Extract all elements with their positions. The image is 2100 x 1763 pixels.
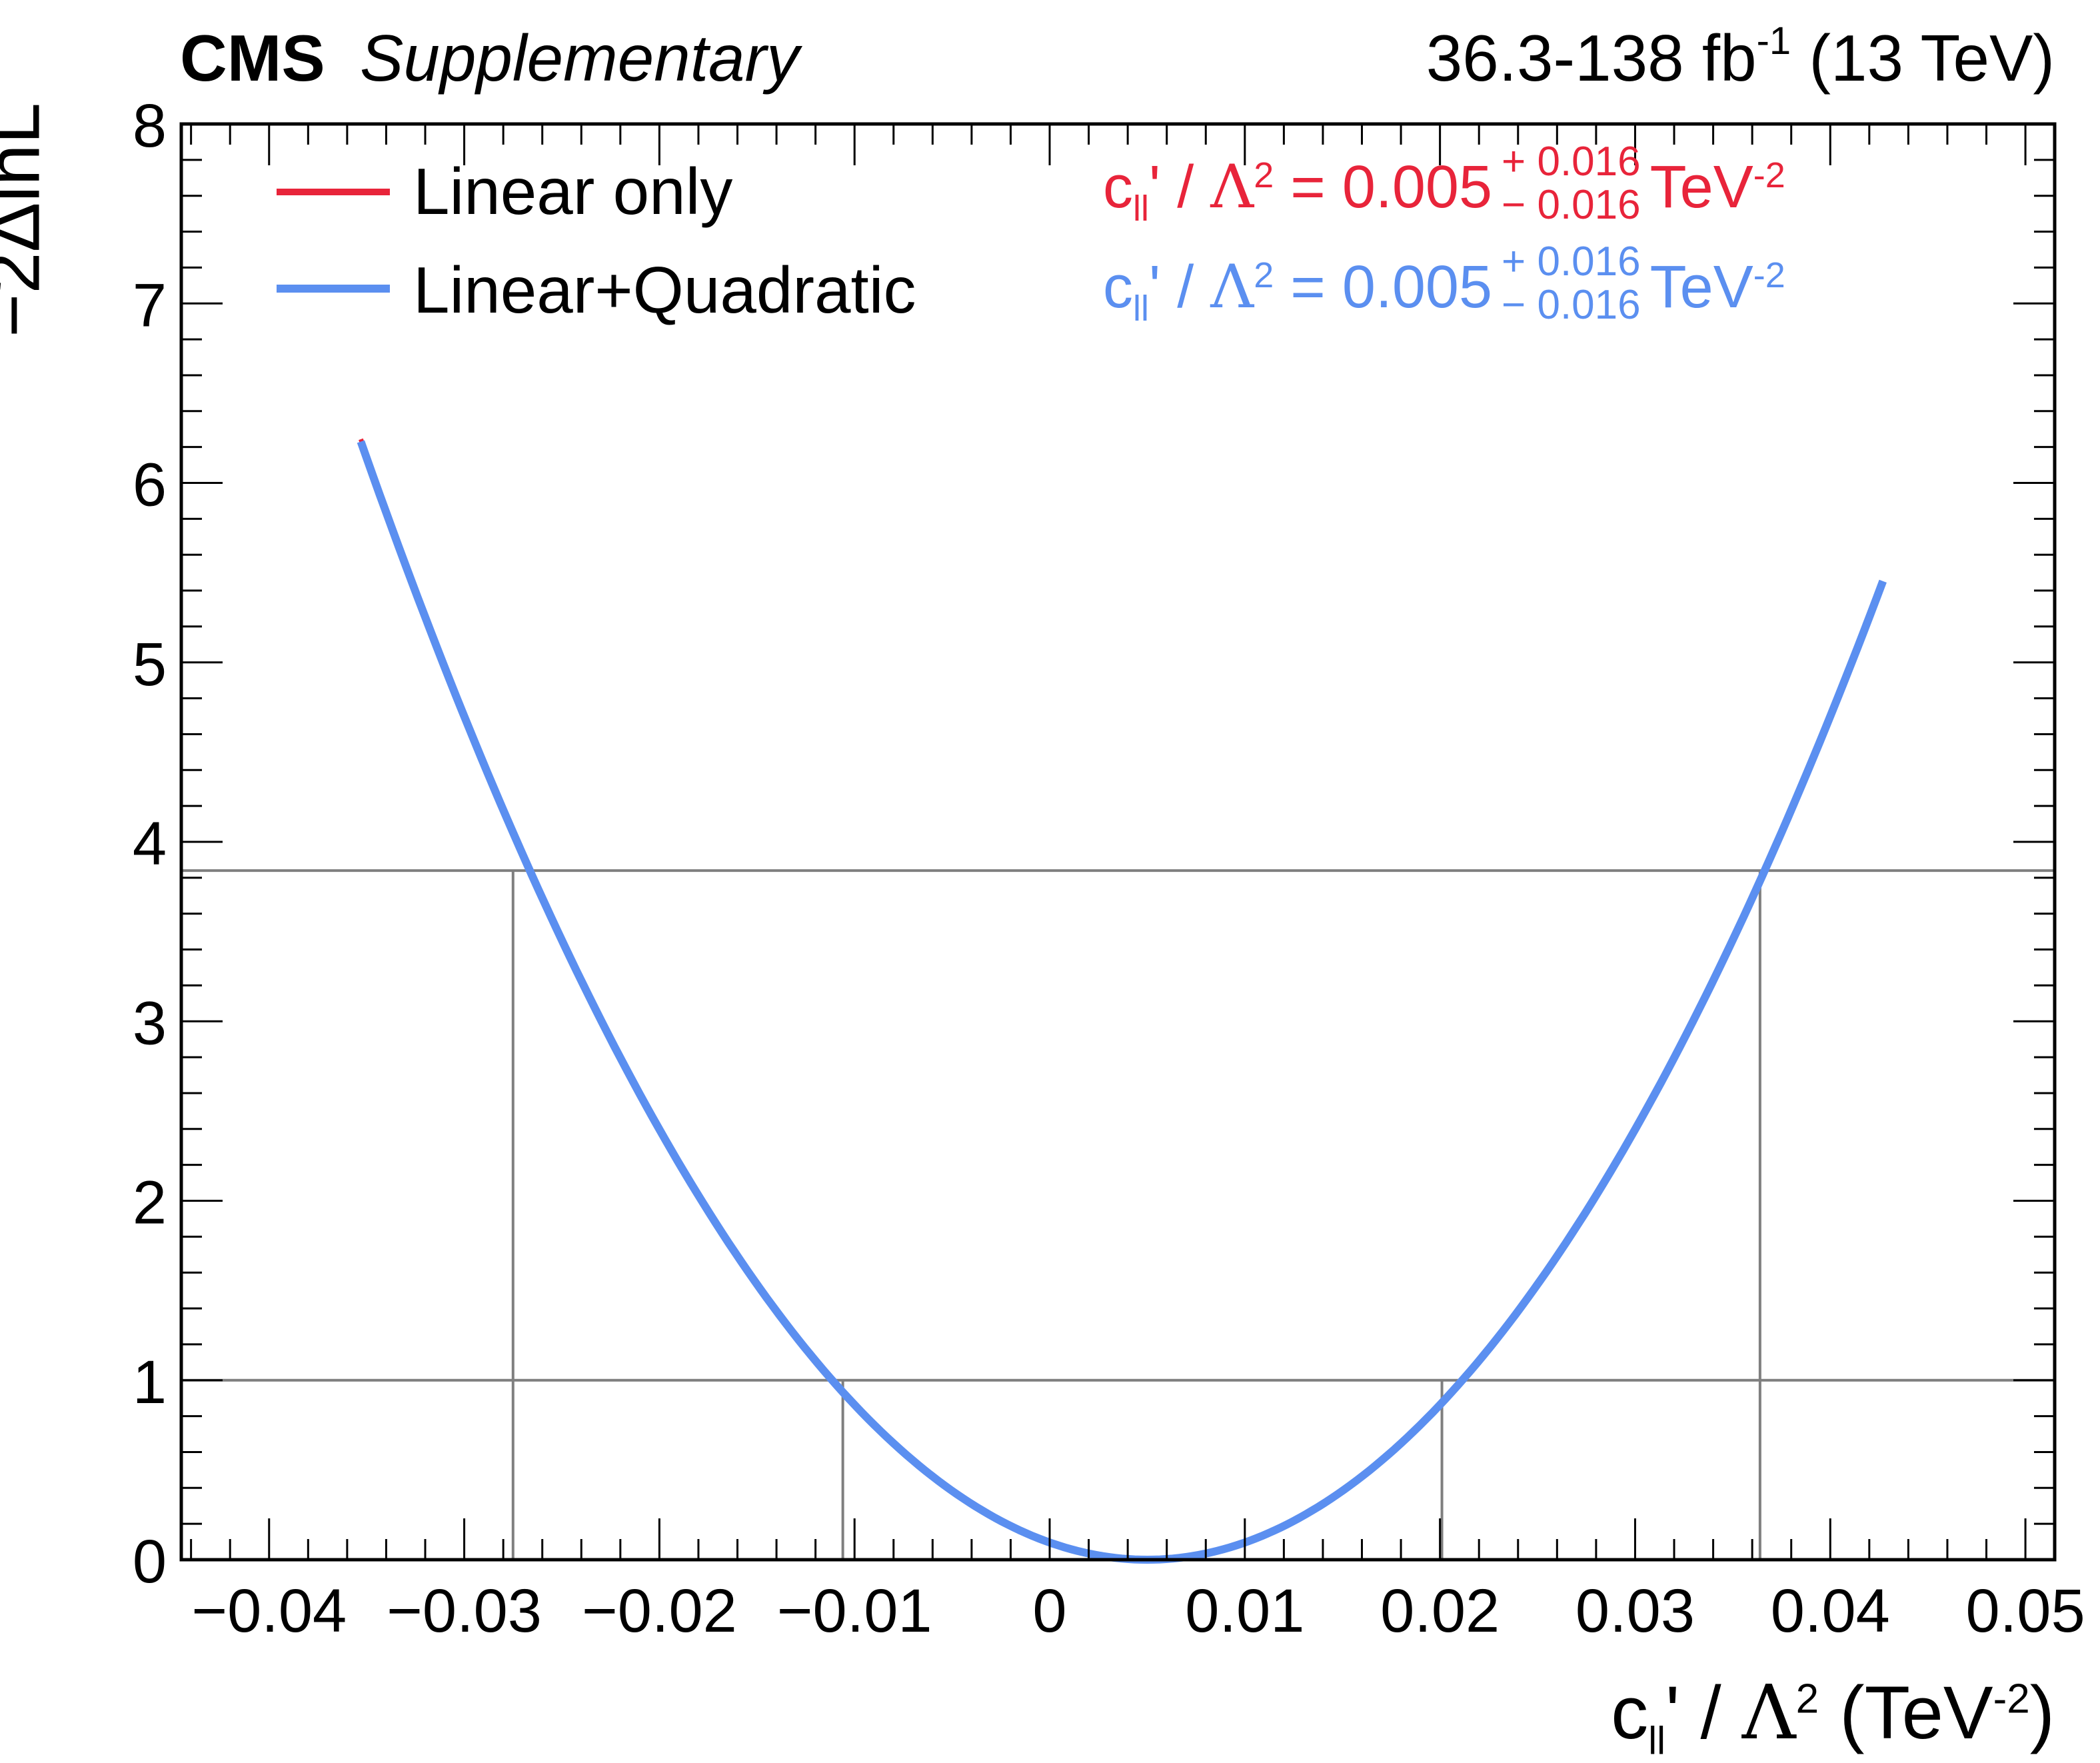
curve-linear-quadratic <box>357 440 1887 1564</box>
x-tick-label-0: −0.04 <box>191 1577 347 1645</box>
supplementary-label: Supplementary <box>360 21 800 95</box>
result-quadratic-minus-error: − 0.016 <box>1502 282 1641 329</box>
result-linear-plus-error: + 0.016 <box>1502 139 1641 185</box>
y-tick-label-3: 3 <box>133 989 167 1057</box>
y-axis-title-text: −2ΔlnL <box>0 103 55 337</box>
result-quadratic-errors: + 0.016− 0.016 <box>1502 240 1641 327</box>
axis-ticks <box>181 123 2055 1561</box>
y-tick-label-7: 7 <box>133 271 167 339</box>
y-tick-label-6: 6 <box>133 451 167 519</box>
x-tick-label-2: −0.02 <box>582 1577 737 1645</box>
x-title-symbol: c <box>1611 1671 1649 1754</box>
x-tick-label-6: 0.02 <box>1380 1577 1500 1645</box>
x-tick-label-7: 0.03 <box>1575 1577 1695 1645</box>
x-tick-label-4: 0 <box>1032 1577 1066 1645</box>
x-title-close: ) <box>2029 1671 2055 1754</box>
x-tick-label-5: 0.01 <box>1185 1577 1304 1645</box>
lumi-unit-exponent: -1 <box>1756 19 1791 63</box>
y-tick-label-5: 5 <box>133 631 167 699</box>
reference-lines <box>181 869 2055 1560</box>
result-linear: cll' / Λ2 = 0.005 + 0.016− 0.016 TeV-2 <box>1103 140 1785 235</box>
result-quadratic: cll' / Λ2 = 0.005 + 0.016− 0.016 TeV-2 <box>1103 240 1785 335</box>
luminosity-label: 36.3-138 fb-1 (13 TeV) <box>1426 22 2055 91</box>
x-tick-label-9: 0.05 <box>1966 1577 2085 1645</box>
result-linear-symbol: c <box>1103 153 1133 221</box>
result-quadratic-unit-exponent: -2 <box>1753 255 1785 295</box>
likelihood-curves <box>357 438 1887 1564</box>
legend-label-quadratic: Linear+Quadratic <box>413 253 916 327</box>
plot-frame <box>179 122 2057 1562</box>
result-quadratic-slash: ' / <box>1149 253 1211 321</box>
result-quadratic-subscript: ll <box>1133 288 1149 329</box>
result-quadratic-exponent: 2 <box>1254 255 1274 295</box>
result-linear-exponent: 2 <box>1254 155 1274 195</box>
result-quadratic-value: = 0.005 <box>1274 253 1493 321</box>
y-tick-label-8: 8 <box>133 92 167 160</box>
result-linear-lambda: Λ <box>1210 151 1254 222</box>
x-title-unit-exponent: -2 <box>1993 1676 2030 1722</box>
y-tick-label-0: 0 <box>133 1528 167 1596</box>
result-quadratic-symbol: c <box>1103 253 1133 321</box>
result-quadratic-unit: TeV <box>1649 253 1753 321</box>
legend-label-linear: Linear only <box>413 155 733 228</box>
x-axis-title: cll' / Λ2 (TeV-2) <box>1611 1670 2055 1763</box>
y-tick-label-4: 4 <box>133 810 167 878</box>
x-tick-label-3: −0.01 <box>777 1577 932 1645</box>
x-tick-label-8: 0.04 <box>1771 1577 1890 1645</box>
legend-lines <box>277 189 390 293</box>
x-title-lambda: Λ <box>1741 1670 1796 1756</box>
x-title-lambda-exponent: 2 <box>1795 1676 1819 1722</box>
lumi-value: 36.3-138 fb <box>1426 21 1757 95</box>
result-linear-value: = 0.005 <box>1274 153 1493 221</box>
y-tick-label-2: 2 <box>133 1169 167 1237</box>
x-title-subscript: ll <box>1648 1719 1666 1763</box>
result-linear-errors: + 0.016− 0.016 <box>1502 140 1641 227</box>
x-title-slash: ' / <box>1665 1671 1742 1754</box>
x-title-unit: (TeV <box>1819 1671 1993 1754</box>
result-linear-minus-error: − 0.016 <box>1502 182 1641 229</box>
result-linear-subscript: ll <box>1133 188 1149 229</box>
result-linear-unit-exponent: -2 <box>1753 155 1785 195</box>
result-quadratic-plus-error: + 0.016 <box>1502 239 1641 285</box>
experiment-label: CMS <box>180 21 325 95</box>
result-linear-slash: ' / <box>1149 153 1211 221</box>
y-tick-label-1: 1 <box>133 1348 167 1416</box>
axis-tick-labels: −0.04 −0.03 −0.02 −0.01 0 0.01 0.02 0.03 0.04 0.0… <box>133 92 2085 1645</box>
x-tick-label-1: −0.03 <box>387 1577 542 1645</box>
energy-label: (13 TeV) <box>1809 21 2055 95</box>
result-quadratic-lambda: Λ <box>1210 251 1254 322</box>
result-linear-unit: TeV <box>1649 153 1753 221</box>
